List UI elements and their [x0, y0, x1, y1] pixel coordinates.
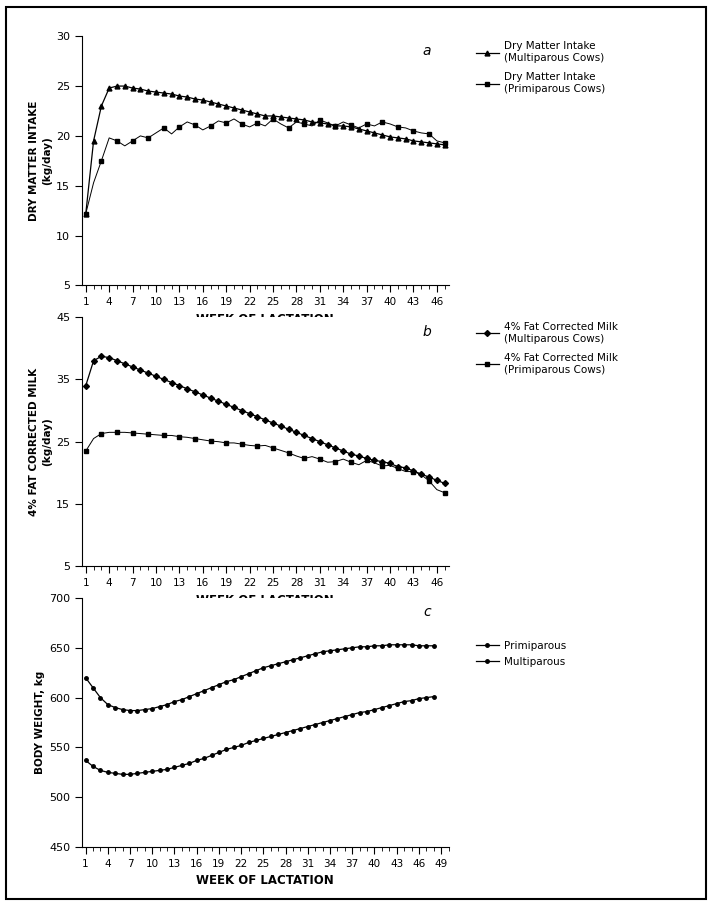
Text: a: a — [423, 43, 431, 58]
X-axis label: WEEK OF LACTATION: WEEK OF LACTATION — [197, 874, 334, 888]
Text: b: b — [423, 324, 431, 339]
Legend: Primiparous, Multiparous: Primiparous, Multiparous — [476, 641, 566, 667]
Text: c: c — [423, 605, 431, 620]
Legend: 4% Fat Corrected Milk
(Multiparous Cows), 4% Fat Corrected Milk
(Primiparous Cow: 4% Fat Corrected Milk (Multiparous Cows)… — [476, 323, 618, 375]
Y-axis label: DRY MATTER INTAKE
(kg/day): DRY MATTER INTAKE (kg/day) — [28, 101, 52, 221]
X-axis label: WEEK OF LACTATION: WEEK OF LACTATION — [197, 313, 334, 326]
Y-axis label: BODY WEIGHT, kg: BODY WEIGHT, kg — [35, 671, 45, 774]
Legend: Dry Matter Intake
(Multiparous Cows), Dry Matter Intake
(Primiparous Cows): Dry Matter Intake (Multiparous Cows), Dr… — [476, 42, 605, 94]
Y-axis label: 4% FAT CORRECTED MILK
(kg/day): 4% FAT CORRECTED MILK (kg/day) — [28, 368, 52, 516]
X-axis label: WEEK OF LACTATION: WEEK OF LACTATION — [197, 593, 334, 607]
